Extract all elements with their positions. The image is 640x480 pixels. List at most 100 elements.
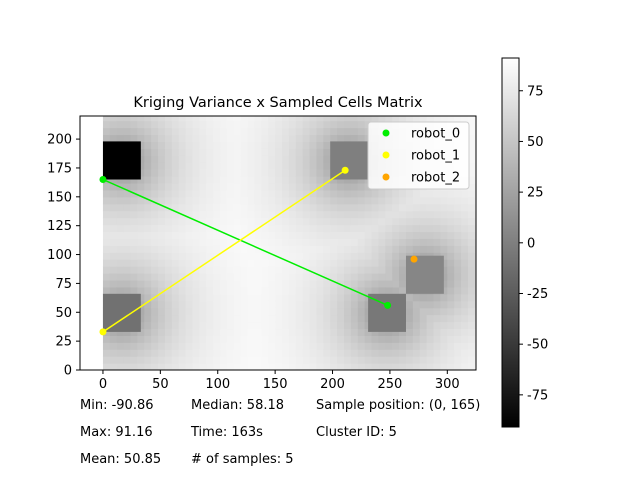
heatmap-cell (240, 342, 249, 350)
heatmap-cell (116, 127, 125, 136)
heatmap-cell (178, 217, 187, 226)
heatmap-cell (364, 363, 373, 370)
heatmap-cell (426, 210, 435, 219)
heatmap-cell (247, 307, 256, 316)
heatmap-cell (247, 328, 256, 336)
heatmap-cell (378, 189, 386, 198)
heatmap-cell (467, 162, 476, 170)
heatmap-cell (419, 335, 428, 343)
heatmap-cell (240, 300, 249, 309)
heatmap-cell (316, 210, 324, 219)
heatmap-cell (226, 273, 235, 281)
heatmap-cell (199, 176, 207, 184)
colorbar-tick-label: 25 (527, 186, 544, 201)
heatmap-cell (426, 356, 435, 364)
heatmap-cell (392, 266, 400, 274)
heatmap-cell (254, 134, 262, 142)
heatmap-cell (433, 238, 442, 246)
heatmap-cell (275, 307, 283, 316)
heatmap-cell (295, 134, 304, 142)
stat-min: Min: -90.86 (80, 398, 154, 413)
heatmap-cell (233, 155, 242, 163)
heatmap-cell (164, 328, 173, 336)
heatmap-cell (323, 238, 331, 246)
heatmap-cell (399, 116, 407, 122)
heatmap-cell (226, 245, 235, 253)
heatmap-cell (185, 182, 194, 191)
heatmap-cell (371, 217, 380, 226)
heatmap-cell (309, 266, 318, 274)
heatmap-cell (130, 356, 138, 364)
heatmap-cell (151, 238, 159, 246)
heatmap-cell (240, 293, 249, 302)
heatmap-cell (261, 321, 269, 330)
heatmap-cell (144, 286, 152, 295)
heatmap-cell (261, 224, 269, 233)
heatmap-cell (109, 273, 118, 281)
heatmap-cell (137, 189, 145, 198)
heatmap-cell (185, 141, 194, 149)
y-tick-label: 75 (55, 277, 72, 292)
heatmap-cell (282, 307, 290, 316)
heatmap-cell (123, 176, 132, 184)
heatmap-cell (199, 342, 207, 350)
heatmap-cell (240, 169, 249, 177)
heatmap-cell (405, 217, 414, 226)
heatmap-cell (419, 363, 428, 370)
heatmap-cell (178, 342, 187, 350)
heatmap-cell (261, 307, 269, 316)
heatmap-cell (344, 134, 352, 142)
heatmap-cell (171, 169, 180, 177)
stat-median: Median: 58.18 (191, 398, 285, 413)
heatmap-cell (254, 116, 262, 122)
heatmap-cell (357, 134, 366, 142)
heatmap-cell (282, 286, 290, 295)
heatmap-cell (330, 273, 338, 281)
heatmap-cell (261, 279, 269, 288)
heatmap-cell (268, 120, 276, 129)
heatmap-cell (109, 224, 118, 233)
heatmap-cell (357, 196, 366, 205)
heatmap-cell (323, 245, 331, 253)
heatmap-cell (158, 210, 166, 219)
heatmap-cell (151, 328, 159, 336)
heatmap-cell (151, 141, 159, 149)
heatmap-cell (337, 356, 345, 364)
heatmap-cell (178, 300, 187, 309)
heatmap-cell (467, 141, 476, 149)
marker-robot-2 (410, 255, 418, 263)
heatmap-cell (123, 335, 132, 343)
heatmap-cell (164, 273, 173, 281)
heatmap-cell (137, 279, 145, 288)
heatmap-cell (226, 196, 235, 205)
heatmap-cell (247, 224, 256, 233)
heatmap-cell (247, 176, 256, 184)
heatmap-cell (185, 342, 194, 350)
heatmap-cell (364, 238, 373, 246)
heatmap-cell (378, 328, 386, 336)
heatmap-cell (171, 363, 180, 370)
heatmap-cell (130, 349, 138, 357)
heatmap-cell (116, 217, 125, 226)
heatmap-cell (282, 162, 290, 170)
heatmap-cell (123, 224, 132, 233)
heatmap-cell (192, 141, 200, 149)
heatmap-cell (185, 328, 194, 336)
heatmap-cell (123, 210, 132, 219)
heatmap-cell (364, 217, 373, 226)
heatmap-cell (254, 321, 262, 330)
heatmap-cell (240, 252, 249, 260)
heatmap-cell (350, 203, 359, 212)
heatmap-cell (474, 328, 476, 336)
heatmap-cell (102, 286, 111, 295)
heatmap-cell (454, 224, 462, 233)
heatmap-cell (261, 363, 269, 370)
heatmap-cell (158, 189, 166, 198)
heatmap-cell (199, 245, 207, 253)
heatmap-cell (447, 273, 455, 281)
heatmap-cell (440, 279, 448, 288)
heatmap-cell (185, 231, 194, 239)
heatmap-cell (433, 196, 442, 205)
heatmap-cell (454, 203, 462, 212)
heatmap-cell (192, 169, 200, 177)
